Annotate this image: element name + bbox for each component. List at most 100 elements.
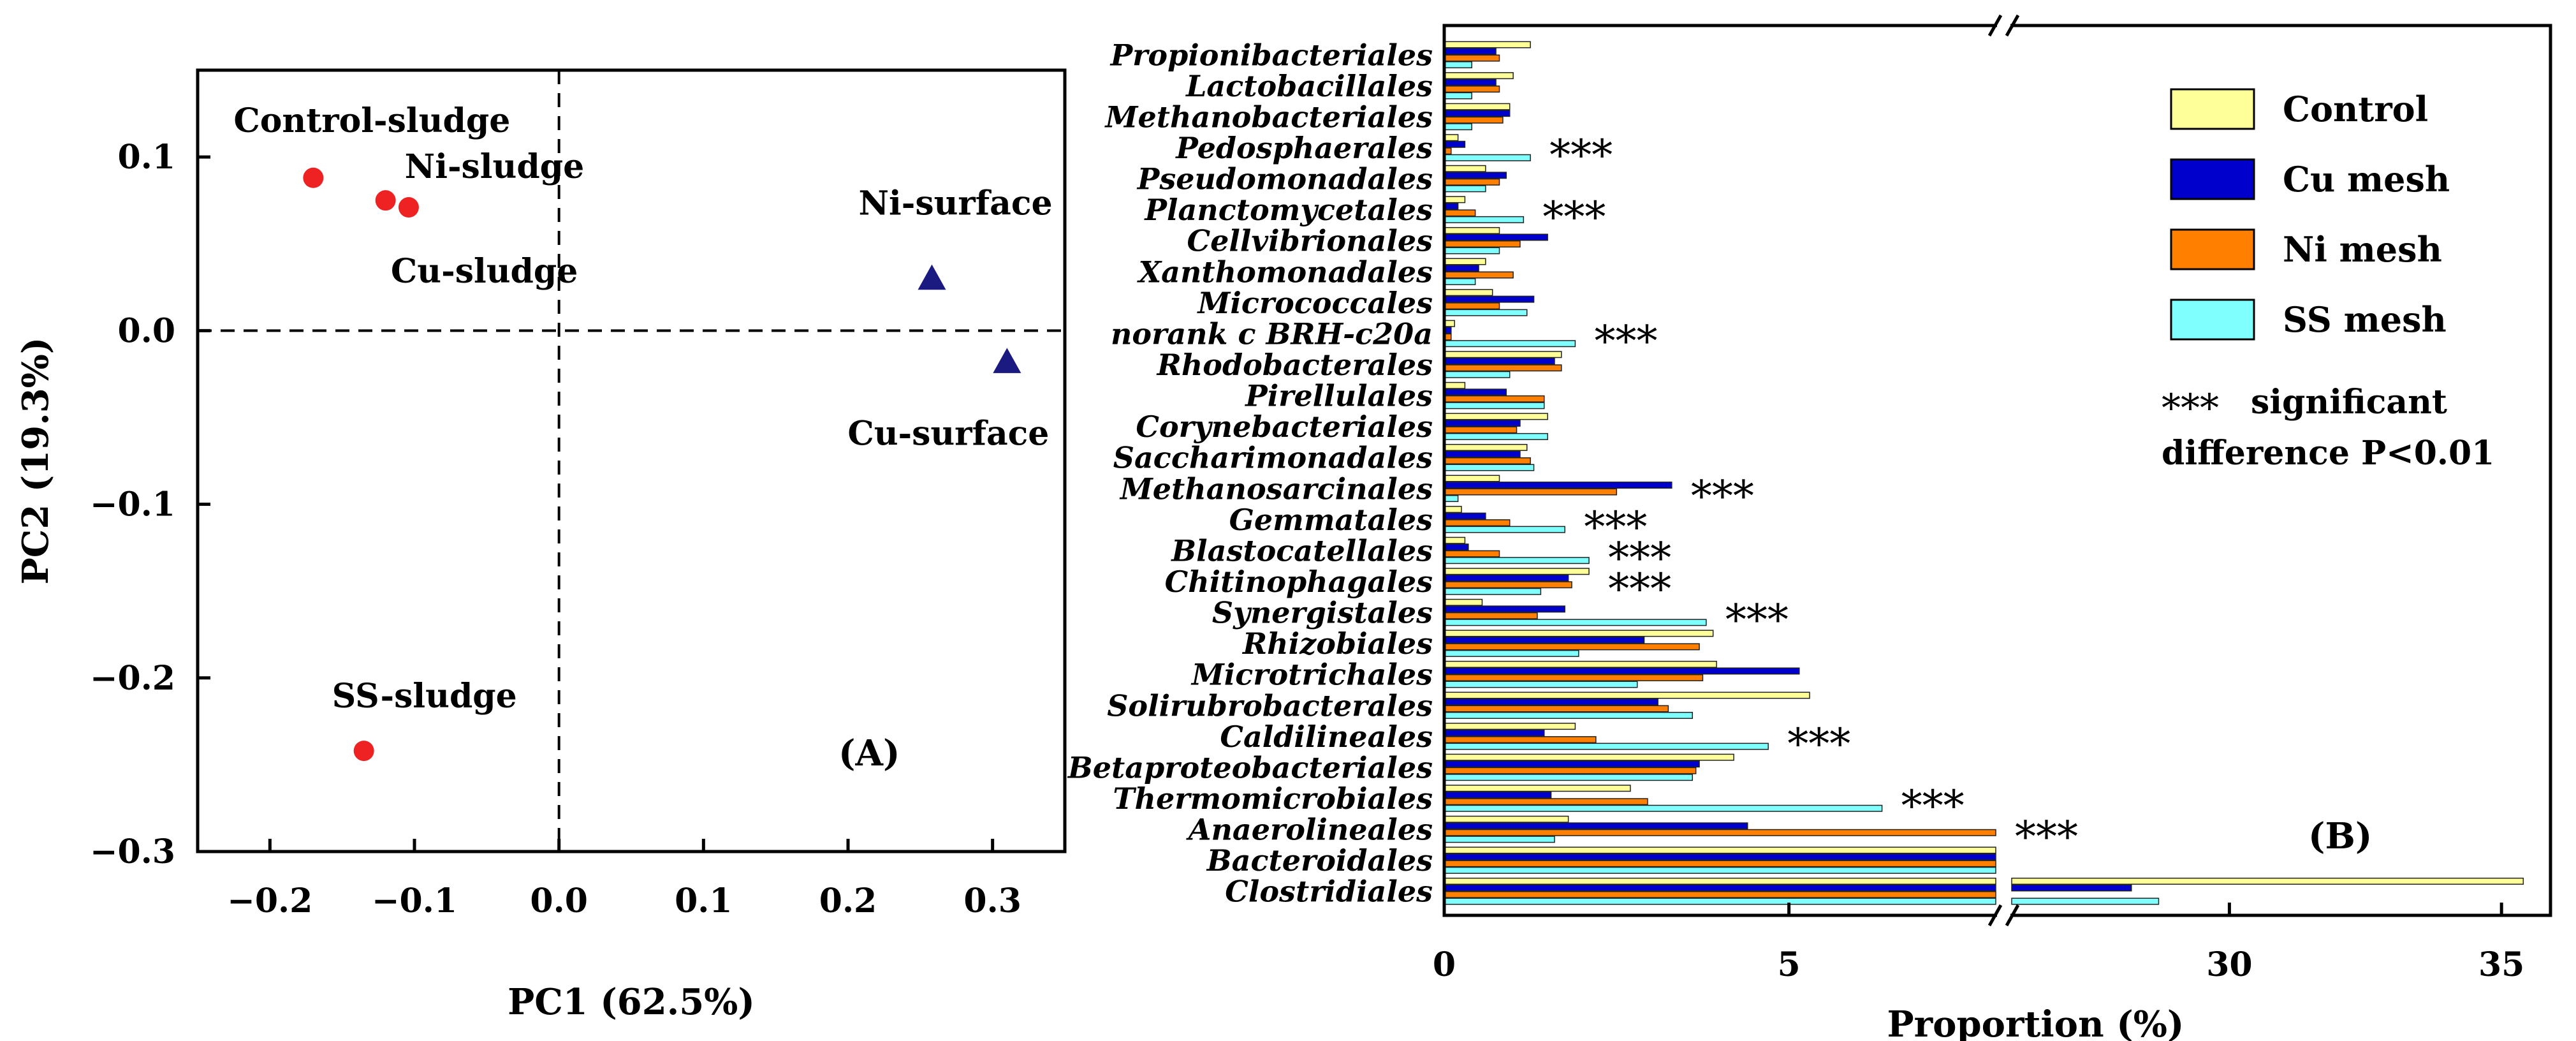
bar <box>1444 432 1548 440</box>
bar <box>1444 134 1459 142</box>
pca-point-ni-surface <box>918 264 946 290</box>
pca-y-tick-label: 0.1 <box>118 138 175 177</box>
pca-x-tick-label: −0.2 <box>227 882 312 920</box>
bar <box>1444 388 1507 396</box>
bar <box>1444 643 1700 651</box>
category-label: Methanobacteriales <box>1104 100 1433 134</box>
pca-plot-frame <box>196 68 1067 853</box>
bar <box>1444 209 1476 217</box>
bar <box>1444 247 1500 255</box>
bar <box>1444 698 1658 706</box>
bar <box>1444 736 1597 744</box>
bar <box>1444 660 1717 668</box>
category-label: norank c BRH-c20a <box>1111 316 1433 351</box>
bar <box>1444 364 1562 372</box>
bar <box>1444 233 1548 241</box>
bar <box>1444 723 1576 730</box>
bar <box>1444 302 1500 310</box>
category-label: Planctomycetales <box>1143 193 1433 227</box>
bar <box>1444 636 1645 644</box>
bar <box>1444 216 1525 223</box>
bar <box>1444 340 1576 348</box>
bar <box>1444 140 1466 148</box>
significance-marker: *** <box>1608 533 1671 582</box>
bar <box>1444 426 1518 434</box>
axis-break-gap <box>1997 17 2010 34</box>
bar <box>1444 519 1511 527</box>
legend: Control Cu mesh Ni mesh SS mesh <box>2170 88 2450 341</box>
bar <box>1444 681 1638 688</box>
pca-y-tick-label: 0.0 <box>118 311 175 350</box>
bar <box>1444 742 1769 750</box>
category-label: Bacteroidales <box>1206 843 1433 878</box>
bar <box>1444 691 1810 699</box>
category-label: Caldilineales <box>1220 720 1433 754</box>
bar <box>1444 48 1497 55</box>
category-label: Micrococcales <box>1197 286 1433 320</box>
category-label: Methanosarcinales <box>1119 471 1433 506</box>
bar <box>2011 884 2132 892</box>
pca-point-control-sludge <box>303 167 324 188</box>
bar <box>1444 897 1996 905</box>
bar <box>1444 443 1528 451</box>
pca-panel: −0.2 −0.1 0.0 0.1 0.2 0.3 −0.3−0.2−0.10.00.1 … <box>15 68 1067 1023</box>
panel-label-a: (A) <box>838 732 900 774</box>
category-label: Blastocatellales <box>1170 533 1433 568</box>
axis-break-gap <box>1997 906 2010 924</box>
bar <box>1444 271 1514 279</box>
significance-marker: *** <box>1691 471 1754 520</box>
significance-marker: *** <box>2015 813 2078 862</box>
bar <box>1444 54 1500 62</box>
bar <box>1444 371 1511 378</box>
legend-label: Control <box>2283 89 2428 129</box>
bar <box>1444 729 1545 737</box>
category-label: Thermomicrobiales <box>1113 781 1433 816</box>
bar <box>1444 804 1883 812</box>
bar <box>1444 822 1748 830</box>
bar <box>1444 309 1528 316</box>
bar <box>1444 630 1714 637</box>
category-label: Microtrichales <box>1190 658 1433 692</box>
bar <box>1444 116 1504 124</box>
bar <box>1444 488 1618 496</box>
pca-point-label: SS-sludge <box>332 677 517 716</box>
bar <box>1444 785 1631 792</box>
pca-point-ss-sludge <box>353 741 374 762</box>
bar-x-ticks: 0 5 30 35 <box>1433 903 2524 984</box>
bar-x-axis-label: Proportion (%) <box>1887 1003 2184 1041</box>
bar <box>1444 154 1531 161</box>
bar <box>1444 774 1693 781</box>
bar <box>1444 92 1472 100</box>
bar <box>1444 791 1552 799</box>
bar <box>1444 853 1996 860</box>
bar <box>1444 760 1700 768</box>
bar <box>1444 295 1535 303</box>
bar <box>1444 289 1493 297</box>
axis-break-slash <box>1987 14 2003 37</box>
bar <box>2011 877 2524 885</box>
taxa-bar-panel: PropionibacterialesLactobacillalesMethan… <box>1067 14 2552 1041</box>
pca-x-axis-label: PC1 (62.5%) <box>508 981 755 1023</box>
pca-y-tick-label: −0.1 <box>90 485 175 524</box>
bar <box>1444 526 1565 533</box>
category-label: Solirubrobacterales <box>1107 688 1433 723</box>
bar <box>1444 753 1734 761</box>
bar <box>1444 495 1459 503</box>
significance-marker: *** <box>1542 193 1606 242</box>
bar <box>2011 897 2160 905</box>
bar <box>1444 110 1511 117</box>
bar <box>1444 767 1697 774</box>
category-label: Synergistales <box>1212 596 1433 630</box>
bar <box>1444 475 1500 482</box>
pca-y-tick-label: −0.2 <box>90 659 175 698</box>
bar <box>1444 543 1469 551</box>
bar-x-tick-label: 5 <box>1778 945 1801 984</box>
legend-swatch <box>2170 88 2255 130</box>
bar <box>1444 185 1486 193</box>
pca-point-label: Control-sludge <box>233 101 510 140</box>
bar <box>1444 395 1545 402</box>
category-label: Lactobacillales <box>1185 69 1433 103</box>
bar <box>1444 512 1486 520</box>
bar <box>1444 72 1514 80</box>
category-label: Betaproteobacteriales <box>1067 750 1433 785</box>
